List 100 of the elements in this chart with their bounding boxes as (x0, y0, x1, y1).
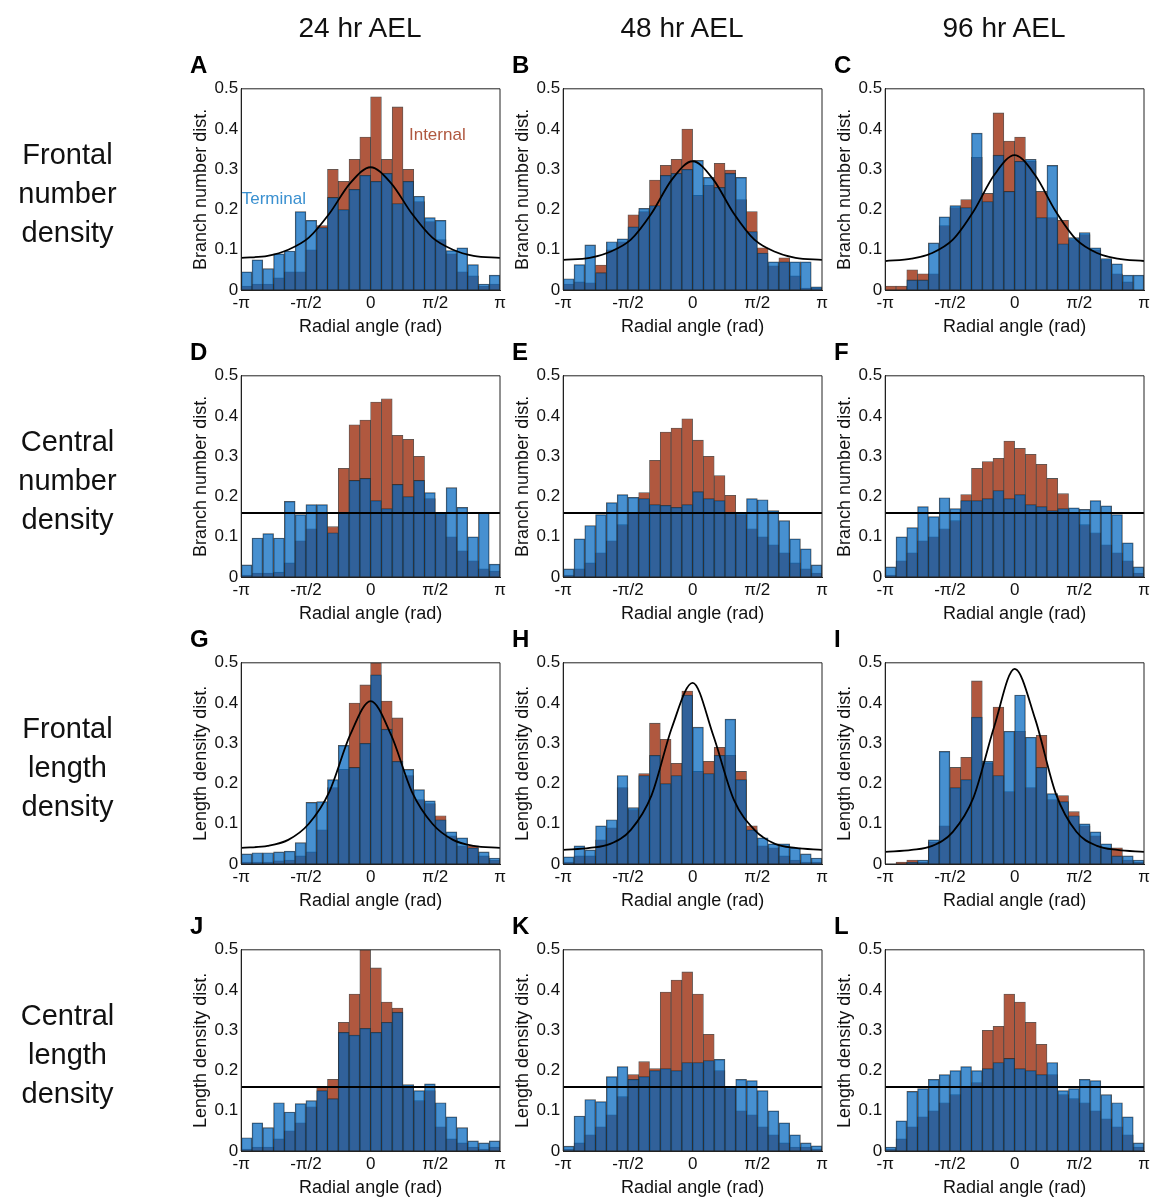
x-tick-label: -π/2 (290, 1153, 322, 1173)
y-tick-label: 0.5 (214, 78, 239, 98)
y-tick-label: 0.2 (858, 486, 883, 506)
series-label: Terminal (241, 188, 306, 208)
x-tick-label: -π/2 (934, 292, 966, 312)
y-tick-label: 0.1 (858, 239, 883, 259)
x-axis-title: Radial angle (rad) (943, 316, 1087, 337)
x-tick-label: π/2 (744, 866, 771, 886)
x-tick-label: π (494, 579, 506, 599)
y-tick-label: 0.5 (536, 939, 561, 959)
y-tick-label: 0.4 (214, 979, 239, 999)
x-tick-label: π (494, 866, 506, 886)
x-tick-label: 0 (1009, 579, 1020, 599)
y-tick-label: 0.3 (858, 732, 883, 752)
x-tick-label: 0 (1009, 292, 1020, 312)
y-axis-title: Branch number dist. (511, 395, 532, 557)
y-tick-label: 0.1 (214, 813, 239, 833)
x-axis-title: Radial angle (rad) (943, 890, 1087, 911)
y-tick-label: 0.3 (858, 1019, 883, 1039)
x-tick-label: -π/2 (290, 292, 322, 312)
y-tick-label: 0.3 (214, 732, 239, 752)
x-axis-title: Radial angle (rad) (621, 890, 765, 911)
x-tick-label: 0 (365, 292, 376, 312)
y-tick-label: 0.5 (214, 939, 239, 959)
y-tick-label: 0.5 (858, 365, 883, 385)
y-axis-title: Branch number dist. (833, 108, 854, 270)
x-tick-label: -π/2 (612, 1153, 644, 1173)
y-tick-label: 0.3 (536, 158, 561, 178)
x-axis-title: Radial angle (rad) (621, 316, 765, 337)
x-tick-label: -π/2 (934, 1153, 966, 1173)
x-tick-label: -π/2 (612, 579, 644, 599)
x-axis-title: Radial angle (rad) (621, 603, 765, 624)
y-tick-label: 0.1 (536, 526, 561, 546)
y-tick-label: 0.5 (858, 652, 883, 672)
y-tick-label: 0.1 (858, 1100, 883, 1120)
y-tick-label: 0.4 (858, 979, 883, 999)
x-tick-label: π (816, 1153, 828, 1173)
x-tick-label: π/2 (422, 1153, 449, 1173)
y-tick-label: 0.2 (536, 199, 561, 219)
x-tick-label: 0 (687, 292, 698, 312)
chart-title: K (512, 912, 530, 940)
series-label: Internal (408, 124, 466, 144)
x-tick-label: -π/2 (612, 866, 644, 886)
chart-title: B (512, 51, 530, 79)
text: Central length density (19, 998, 116, 1111)
y-tick-label: 0.2 (536, 486, 561, 506)
chart-title: I (834, 625, 841, 653)
x-tick-label: π (494, 292, 506, 312)
chart-subtitle: 96 hr AEL (941, 12, 1067, 44)
x-tick-label: 0 (365, 579, 376, 599)
x-axis-title: Radial angle (rad) (621, 1177, 765, 1198)
y-tick-label: 0.3 (536, 1019, 561, 1039)
y-axis-title: Length density dist. (511, 972, 532, 1128)
y-tick-label: 0.4 (536, 692, 561, 712)
y-tick-label: 0.4 (214, 405, 239, 425)
y-tick-label: 0.5 (858, 939, 883, 959)
y-axis-title: Length density dist. (833, 972, 854, 1128)
y-tick-label: 0.1 (214, 1100, 239, 1120)
y-tick-label: 0.4 (858, 405, 883, 425)
y-tick-label: 0.4 (536, 979, 561, 999)
y-tick-label: 0.2 (214, 199, 239, 219)
x-axis-title: Radial angle (rad) (299, 1177, 443, 1198)
text: Central number density (17, 424, 118, 537)
x-tick-label: -π/2 (290, 866, 322, 886)
x-tick-label: π (816, 579, 828, 599)
y-tick-label: 0.1 (214, 239, 239, 259)
y-tick-label: 0.5 (536, 78, 561, 98)
x-axis-title: Radial angle (rad) (299, 316, 443, 337)
y-tick-label: 0.1 (858, 526, 883, 546)
x-tick-label: π/2 (422, 292, 449, 312)
x-tick-label: π (1138, 1153, 1150, 1173)
y-tick-label: 0.1 (536, 1100, 561, 1120)
x-tick-label: π (1138, 866, 1150, 886)
y-tick-label: 0.3 (858, 445, 883, 465)
chart-title: L (834, 912, 849, 940)
x-tick-label: π/2 (1066, 292, 1093, 312)
y-tick-label: 0.2 (214, 773, 239, 793)
x-tick-label: π (1138, 292, 1150, 312)
y-tick-label: 0.5 (536, 652, 561, 672)
x-axis-title: Radial angle (rad) (943, 1177, 1087, 1198)
y-tick-label: 0.3 (858, 158, 883, 178)
y-tick-label: 0.4 (858, 692, 883, 712)
y-tick-label: 0.2 (214, 486, 239, 506)
y-tick-label: 0.3 (214, 1019, 239, 1039)
y-tick-label: 0.3 (536, 445, 561, 465)
x-tick-label: -π/2 (934, 866, 966, 886)
x-tick-label: π/2 (422, 579, 449, 599)
chart-subtitle: 48 hr AEL (619, 12, 745, 44)
y-axis-title: Length density dist. (189, 685, 210, 841)
y-tick-label: 0.4 (214, 692, 239, 712)
x-tick-label: 0 (1009, 866, 1020, 886)
y-tick-label: 0.2 (858, 199, 883, 219)
x-tick-label: 0 (1009, 1153, 1020, 1173)
y-axis-title: Branch number dist. (511, 108, 532, 270)
x-tick-label: -π/2 (934, 579, 966, 599)
y-tick-label: 0.4 (214, 118, 239, 138)
y-tick-label: 0.3 (536, 732, 561, 752)
y-axis-title: Length density dist. (511, 685, 532, 841)
y-tick-label: 0.2 (214, 1060, 239, 1080)
x-tick-label: -π/2 (290, 579, 322, 599)
